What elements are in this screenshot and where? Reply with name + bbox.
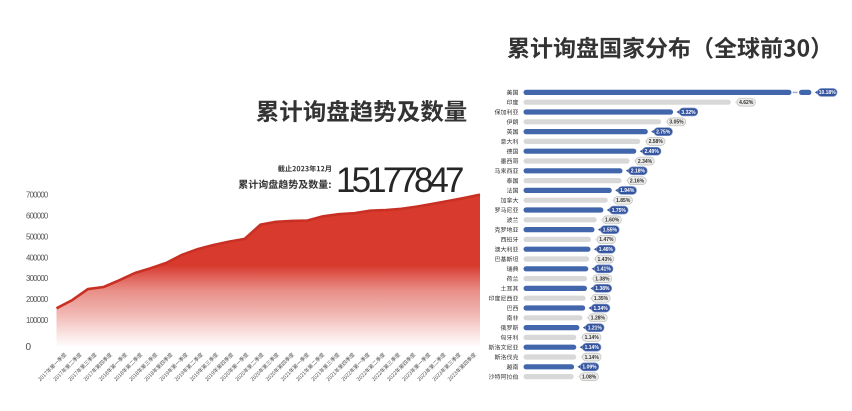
svg-text:1.41%: 1.41% xyxy=(597,267,612,273)
svg-text:400000: 400000 xyxy=(26,253,49,262)
svg-text:1.46%: 1.46% xyxy=(599,247,614,253)
svg-text:1.38%: 1.38% xyxy=(595,286,610,292)
svg-text:0: 0 xyxy=(26,342,32,353)
svg-text:15177847: 15177847 xyxy=(336,161,463,200)
svg-text:1.34%: 1.34% xyxy=(594,306,609,312)
svg-text:10.18%: 10.18% xyxy=(819,90,837,96)
svg-text:1.14%: 1.14% xyxy=(585,345,600,351)
svg-text:1.14%: 1.14% xyxy=(585,355,600,361)
svg-text:2.16%: 2.16% xyxy=(630,178,645,184)
svg-text:1.09%: 1.09% xyxy=(582,365,597,371)
svg-text:2.49%: 2.49% xyxy=(645,149,660,155)
svg-text:1.38%: 1.38% xyxy=(595,276,610,282)
svg-text:1.75%: 1.75% xyxy=(612,208,627,214)
svg-text:300000: 300000 xyxy=(26,274,49,283)
svg-text:2.75%: 2.75% xyxy=(656,129,671,135)
svg-text:1.85%: 1.85% xyxy=(616,198,631,204)
svg-text:2.18%: 2.18% xyxy=(631,169,646,175)
svg-text:500000: 500000 xyxy=(26,232,49,241)
svg-text:1.94%: 1.94% xyxy=(620,188,635,194)
svg-text:3.32%: 3.32% xyxy=(681,110,696,116)
svg-text:2.34%: 2.34% xyxy=(638,159,653,165)
svg-text:700000: 700000 xyxy=(26,191,49,200)
svg-text:1.55%: 1.55% xyxy=(603,227,618,233)
svg-text:4.62%: 4.62% xyxy=(739,100,754,106)
svg-text:1.60%: 1.60% xyxy=(605,218,620,224)
svg-text:2.58%: 2.58% xyxy=(649,139,664,145)
svg-text:1.43%: 1.43% xyxy=(598,257,613,263)
svg-text:1.35%: 1.35% xyxy=(594,296,609,302)
svg-text:1.28%: 1.28% xyxy=(591,316,606,322)
svg-text:100000: 100000 xyxy=(26,316,49,325)
svg-text:600000: 600000 xyxy=(26,212,49,221)
svg-text:200000: 200000 xyxy=(26,295,49,304)
svg-text:1.21%: 1.21% xyxy=(588,325,603,331)
svg-text:1.47%: 1.47% xyxy=(599,237,614,243)
svg-text:1.08%: 1.08% xyxy=(582,374,597,380)
svg-text:1.14%: 1.14% xyxy=(585,335,600,341)
svg-text:3.05%: 3.05% xyxy=(669,120,684,126)
